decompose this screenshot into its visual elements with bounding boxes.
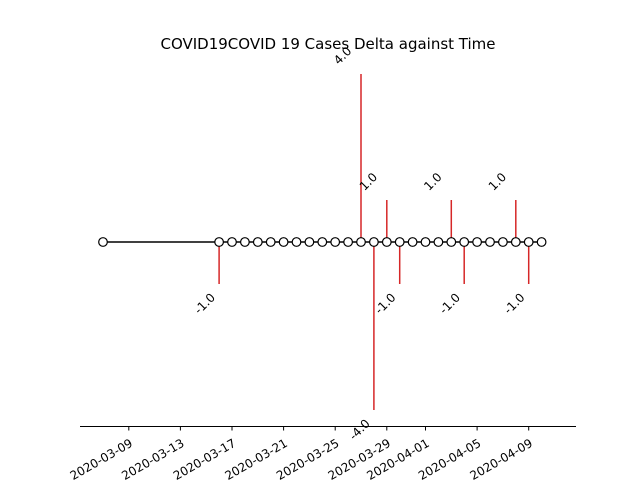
point-marker-20 [459,237,470,247]
value-label-13: -4.0 [346,416,372,442]
chart-title: COVID19COVID 19 Cases Delta against Time [160,35,495,53]
point-marker-0 [98,237,108,247]
point-marker-14 [381,237,392,247]
point-marker-25 [523,237,534,247]
point-marker-15 [394,237,405,247]
point-marker-2 [227,237,237,247]
point-marker-26 [536,237,547,247]
value-label-25: -1.0 [501,290,527,316]
value-label-20: -1.0 [437,290,463,316]
point-marker-24 [510,237,521,247]
point-marker-19 [446,237,457,247]
point-marker-1 [214,237,225,247]
point-marker-17 [420,237,431,247]
value-label-15: -1.0 [372,290,398,316]
point-marker-11 [343,237,354,247]
value-label-24: 1.0 [486,170,509,193]
point-marker-5 [265,237,276,247]
point-marker-18 [433,237,444,247]
point-marker-23 [498,237,508,247]
point-marker-13 [369,237,379,247]
markers-layer [98,237,547,247]
value-label-19: 1.0 [421,170,444,193]
point-marker-6 [278,237,289,247]
point-marker-22 [485,237,495,247]
point-marker-7 [291,237,302,247]
point-marker-3 [239,237,250,247]
point-marker-9 [317,237,328,247]
point-marker-16 [407,237,418,247]
value-label-1: -1.0 [192,290,218,316]
point-marker-8 [304,237,315,247]
stems-layer [218,74,530,410]
point-marker-12 [356,237,366,247]
point-marker-21 [472,237,483,247]
point-marker-10 [330,237,341,247]
point-marker-4 [252,237,263,247]
x-ticks-layer: 2020-03-092020-03-132020-03-172020-03-21… [68,426,535,480]
